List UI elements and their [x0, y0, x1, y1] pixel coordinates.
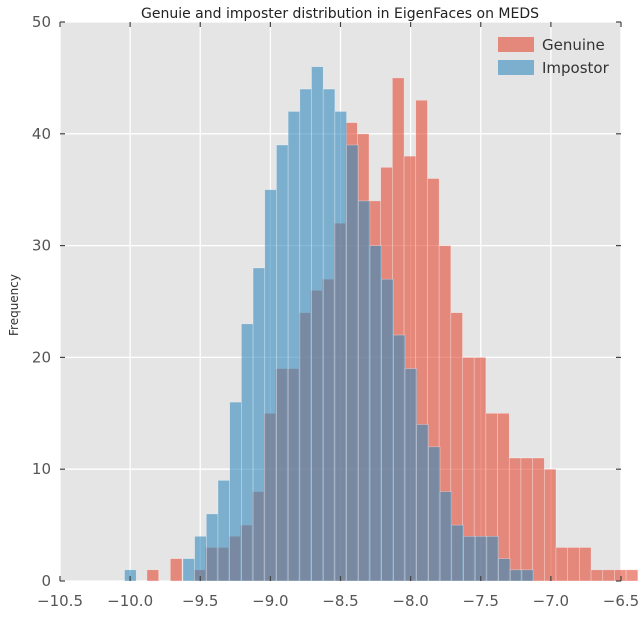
y-tick-label: 50 [32, 13, 51, 31]
legend-label-genuine: Genuine [542, 36, 605, 54]
bar-impostor [439, 491, 453, 582]
x-tick-label: −8.0 [392, 592, 428, 610]
bar-impostor [322, 88, 336, 582]
bar-impostor [509, 569, 523, 582]
bar-impostor [194, 535, 207, 582]
impostor-series [124, 66, 534, 582]
legend-label-impostor: Impostor [542, 59, 610, 77]
bar-impostor [241, 323, 254, 582]
bar-impostor [182, 558, 195, 582]
legend-swatch-impostor [498, 60, 534, 75]
bar-impostor [206, 513, 219, 582]
x-tick-label: −7.5 [463, 592, 499, 610]
y-tick-label: 10 [32, 460, 51, 478]
x-tick-label: −10.0 [107, 592, 153, 610]
bar-impostor [217, 480, 230, 582]
bar-impostor [463, 535, 476, 582]
x-tick-label: −9.5 [182, 592, 218, 610]
bar-genuine [532, 457, 545, 582]
y-tick-label: 0 [41, 572, 51, 590]
bar-genuine [555, 547, 568, 582]
y-tick-label: 30 [32, 237, 51, 255]
x-tick-label: −6.5 [603, 592, 639, 610]
y-tick-label: 20 [32, 348, 51, 366]
legend: Genuine Impostor [498, 36, 610, 77]
bar-genuine [520, 457, 533, 582]
y-axis-label: Frequency [7, 274, 21, 336]
x-tick-label: −7.0 [533, 592, 569, 610]
bar-impostor [357, 200, 371, 582]
bar-impostor [299, 88, 312, 582]
chart-title: Genuie and imposter distribution in Eige… [141, 6, 539, 22]
bar-genuine [614, 569, 627, 582]
bar-genuine [170, 558, 183, 582]
bar-impostor [229, 401, 242, 582]
bar-genuine [579, 547, 592, 582]
legend-swatch-genuine [498, 37, 534, 52]
bar-impostor [474, 535, 488, 582]
bar-impostor [334, 111, 347, 582]
bar-impostor [252, 267, 266, 582]
bar-impostor [416, 424, 429, 582]
bar-impostor [369, 245, 382, 582]
x-tick-label: −10.5 [37, 592, 83, 610]
bar-impostor [498, 558, 511, 582]
bar-impostor [346, 144, 359, 582]
bar-genuine [590, 569, 604, 582]
x-tick-label: −8.5 [322, 592, 358, 610]
bar-impostor [486, 535, 499, 582]
bar-genuine [567, 547, 580, 582]
bar-impostor [264, 189, 277, 582]
x-tick-label: −9.0 [252, 592, 288, 610]
bar-genuine [508, 457, 522, 582]
bar-genuine [602, 569, 615, 582]
bar-impostor [311, 66, 324, 582]
bar-impostor [451, 524, 464, 582]
bar-impostor [381, 278, 394, 582]
bar-impostor [287, 111, 301, 582]
bar-genuine [544, 468, 557, 582]
bar-impostor [404, 368, 417, 582]
axes: −10.5 −10.0 −9.5 −9.0 −8.5 −8.0 −7.5 −7.0 −6.5 0 1… [32, 13, 639, 610]
bar-genuine [497, 412, 510, 582]
bar-genuine [146, 569, 159, 582]
bar-impostor [521, 569, 534, 582]
bar-impostor [393, 334, 406, 582]
y-tick-label: 40 [32, 125, 51, 143]
bar-impostor [428, 446, 441, 582]
bar-genuine [625, 569, 639, 582]
bar-impostor [276, 144, 289, 582]
